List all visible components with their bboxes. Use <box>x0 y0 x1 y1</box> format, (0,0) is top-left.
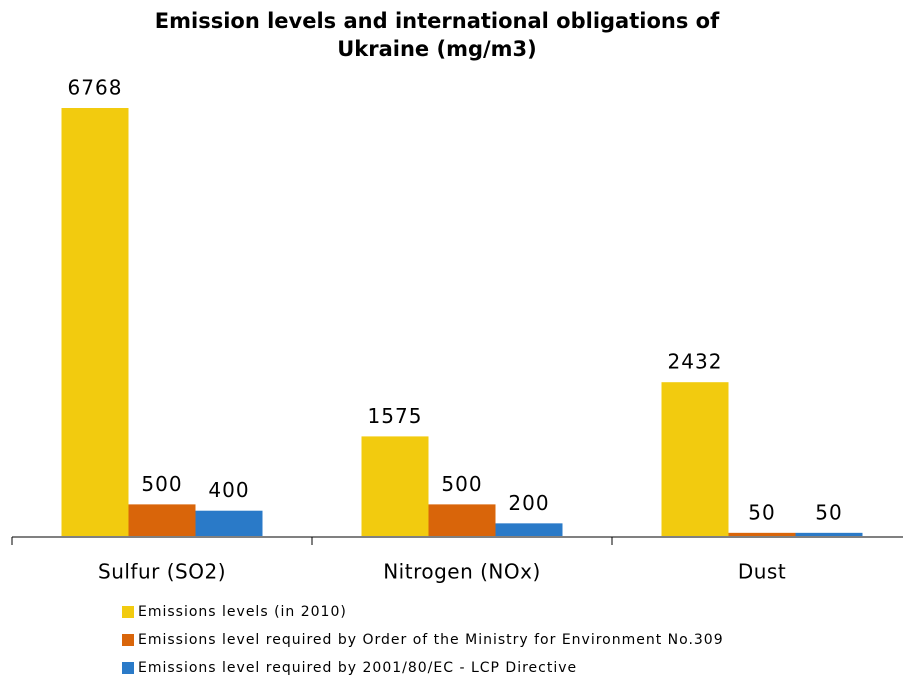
data-label: 2432 <box>668 350 723 374</box>
bar <box>495 523 563 536</box>
data-label: 500 <box>141 472 182 496</box>
bar <box>661 382 729 536</box>
bar <box>128 504 196 536</box>
chart-title: Emission levels and international obliga… <box>155 9 720 33</box>
bar <box>428 504 496 536</box>
legend-swatch <box>122 634 134 646</box>
legend-swatch <box>122 606 134 618</box>
data-label: 500 <box>441 472 482 496</box>
legend-label: Emissions level required by 2001/80/EC -… <box>138 660 577 676</box>
x-tick-label: Nitrogen (NOx) <box>383 560 541 584</box>
data-label: 1575 <box>368 404 423 428</box>
legend-label: Emissions level required by Order of the… <box>138 632 724 648</box>
bar <box>61 108 129 536</box>
bar <box>195 510 263 536</box>
legend-swatch <box>122 662 134 674</box>
data-label: 6768 <box>68 76 123 100</box>
legend-label: Emissions levels (in 2010) <box>138 604 347 620</box>
bar <box>361 436 429 536</box>
x-tick-label: Dust <box>738 560 786 584</box>
data-label: 50 <box>748 500 775 524</box>
bar <box>795 532 863 536</box>
chart-title: Ukraine (mg/m3) <box>337 37 537 61</box>
data-label: 400 <box>208 478 249 502</box>
x-tick-label: Sulfur (SO2) <box>98 560 226 584</box>
data-label: 50 <box>815 500 842 524</box>
bar <box>728 532 796 536</box>
data-label: 200 <box>508 491 549 515</box>
